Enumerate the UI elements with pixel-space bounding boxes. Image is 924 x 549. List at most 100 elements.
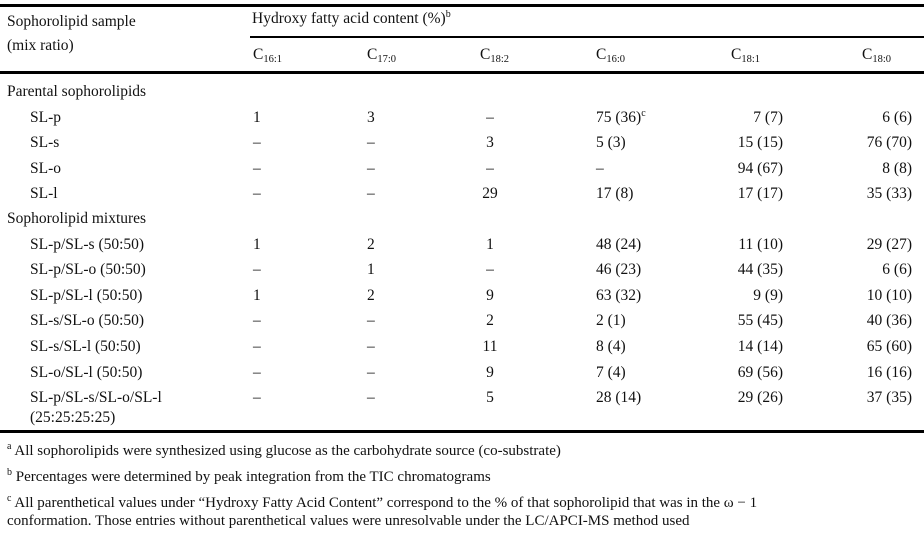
table-cell: 46 (23)	[596, 261, 641, 279]
column-header: C17:0	[367, 46, 396, 69]
sample-header-line1: Sophorolipid sample	[7, 13, 136, 30]
footnote-text: All parenthetical values under “Hydroxy …	[14, 495, 758, 511]
table-cell: 2	[367, 287, 375, 305]
table-cell: 2	[367, 236, 375, 254]
cell-value: 63 (32)	[596, 286, 642, 304]
column-header-sub: 18:0	[872, 54, 892, 65]
cell-value: 6 (6)	[882, 261, 912, 279]
table-cell: 55 (45)	[738, 312, 783, 330]
table-row: SL-p/SL-s (50:50) 1 2 1 48 (24) 11 (10) 29 (27…	[0, 236, 924, 256]
column-header: C16:1	[253, 46, 282, 69]
cell-value: 16 (16)	[866, 363, 912, 381]
column-header: C16:0	[596, 46, 625, 69]
table-row: SL-p/SL-l (50:50) 1 2 9 63 (32) 9 (9) 10 (10)	[0, 287, 924, 307]
table-row: SL-s/SL-o (50:50) – – 2 2 (1) 55 (45) 40 (36)	[0, 312, 924, 332]
table-cell: 5 (3)	[596, 134, 626, 152]
cell-value: 9	[486, 363, 494, 381]
table-cell: 35 (33)	[867, 185, 912, 203]
footnote: b Percentages were determined by peak in…	[7, 468, 491, 486]
cell-value: 1	[253, 286, 261, 304]
sample-header: Sophorolipid sample (mix ratio)	[7, 10, 136, 58]
cell-value: 6 (6)	[882, 108, 912, 126]
table-cell: 9	[460, 364, 520, 382]
table-cell: –	[253, 160, 261, 178]
cell-value: –	[253, 261, 261, 279]
cell-value: –	[486, 108, 494, 126]
table-cell: 2	[460, 312, 520, 330]
cell-value: –	[253, 363, 261, 381]
table-cell: –	[367, 160, 375, 178]
footnote-text: All sophorolipids were synthesized using…	[14, 443, 561, 459]
table-row: SL-p/SL-s/SL-o/SL-l (25:25:25:25) – – 5 28 (1…	[0, 389, 924, 426]
sample-name: SL-o	[30, 159, 61, 177]
sample-name: SL-p	[30, 108, 61, 126]
table-cell: 17 (8)	[596, 185, 633, 203]
table-cell: 15 (15)	[738, 134, 783, 152]
cell-value: 1	[253, 235, 261, 253]
table-cell: 2 (1)	[596, 312, 626, 330]
table-cell: –	[253, 389, 261, 407]
table-cell: –	[253, 185, 261, 203]
cell-value: 15 (15)	[737, 134, 783, 152]
section-title: Parental sophorolipids	[7, 83, 147, 100]
sample-name-line2: (25:25:25:25)	[30, 409, 116, 427]
sample-name: SL-p/SL-o (50:50)	[30, 261, 146, 279]
cell-value: 9 (9)	[753, 286, 783, 304]
cell-value: 9	[486, 286, 494, 304]
table-row: SL-o/SL-l (50:50) – – 9 7 (4) 69 (56) 16 (16)	[0, 364, 924, 384]
cell-value: 17 (17)	[737, 185, 783, 203]
table-cell: 1	[253, 287, 261, 305]
table-cell: 11	[460, 338, 520, 356]
footnote-marker: c	[7, 493, 12, 504]
table-cell: 3	[460, 134, 520, 152]
column-header-sub: 16:0	[606, 54, 626, 65]
table-cell: 37 (35)	[867, 389, 912, 407]
cell-value: –	[367, 134, 375, 152]
cell-value: 10 (10)	[866, 286, 912, 304]
cell-value: 37 (35)	[866, 389, 912, 407]
group-header-label: Hydroxy fatty acid content (%)	[252, 10, 446, 27]
cell-value: –	[253, 134, 261, 152]
sample-name: SL-p/SL-s/SL-o/SL-l	[30, 389, 162, 407]
cell-value: –	[596, 159, 604, 177]
cell-value: 28 (14)	[596, 389, 642, 407]
sample-header-line2: (mix ratio)	[7, 37, 74, 54]
table-row: SL-p 1 3 – 75 (36)c 7 (7) 6 (6)	[0, 108, 924, 129]
cell-value: 40 (36)	[866, 312, 912, 330]
footnote-marker: b	[7, 467, 12, 478]
cell-value: 48 (24)	[596, 235, 642, 253]
column-header-sub: 16:1	[263, 54, 283, 65]
group-header-footnote: b	[445, 9, 451, 20]
cell-value: 1	[486, 235, 494, 253]
table-cell: 44 (35)	[738, 261, 783, 279]
table-row: SL-s – – 3 5 (3) 15 (15) 76 (70)	[0, 134, 924, 154]
column-header: C18:1	[731, 46, 760, 69]
cell-value: 8 (8)	[882, 159, 912, 177]
cell-value: –	[486, 159, 494, 177]
table-cell: 17 (17)	[738, 185, 783, 203]
column-header-base: C	[731, 46, 742, 63]
cell-value: 55 (45)	[737, 312, 783, 330]
header-bottom-rule	[0, 71, 924, 74]
cell-value: –	[486, 261, 494, 279]
table-cell: 1	[253, 109, 261, 127]
table-cell: 9	[460, 287, 520, 305]
table-cell: –	[367, 364, 375, 382]
table-cell: 7 (4)	[596, 364, 626, 382]
cell-value: 8 (4)	[596, 338, 626, 355]
cell-value: 46 (23)	[596, 261, 642, 279]
cell-value: 35 (33)	[866, 185, 912, 203]
sample-name: SL-o/SL-l (50:50)	[30, 363, 143, 381]
column-header-base: C	[253, 46, 264, 63]
cell-value: 5	[486, 389, 494, 407]
table-cell: –	[460, 160, 520, 178]
column-header-base: C	[480, 46, 491, 63]
sample-name: SL-p/SL-s (50:50)	[30, 235, 145, 253]
table-cell: 29 (26)	[738, 389, 783, 407]
cell-value: 2	[486, 312, 494, 330]
cell-value: –	[253, 159, 261, 177]
table-cell: 9 (9)	[753, 287, 783, 305]
column-header-sub: 18:1	[741, 54, 761, 65]
sample-name: SL-l	[30, 185, 58, 203]
table-cell: 1	[460, 236, 520, 254]
